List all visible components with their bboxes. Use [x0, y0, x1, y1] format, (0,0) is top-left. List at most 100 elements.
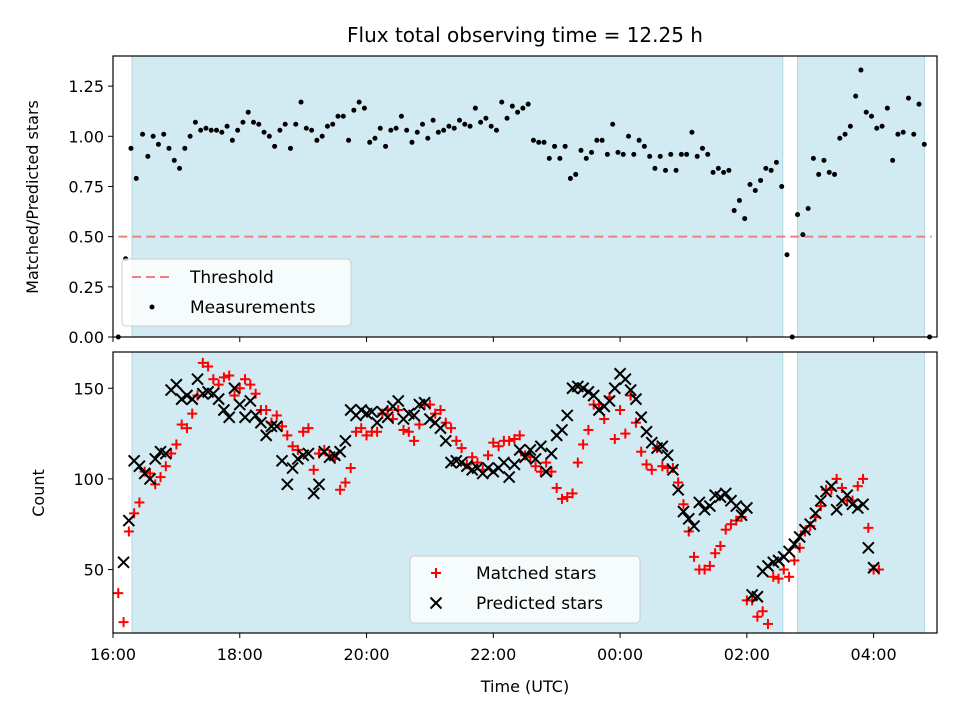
marker-stroke — [782, 545, 796, 558]
matched-star-marker — [736, 511, 747, 522]
y-tick-label: 50 — [84, 561, 104, 580]
legend-predicted-swatch — [429, 596, 443, 610]
marker-stroke — [587, 389, 600, 402]
observing-interval — [797, 351, 925, 634]
measurement-point — [647, 153, 653, 159]
marker-stroke — [856, 498, 870, 511]
measurement-point — [884, 105, 890, 111]
matched-star-marker — [704, 560, 715, 571]
measurement-point — [240, 119, 246, 125]
measurement-point — [821, 157, 827, 163]
measurement-point — [541, 139, 547, 145]
matched-star-marker — [261, 405, 272, 416]
matched-star-marker — [794, 542, 805, 553]
measurement-points — [115, 67, 933, 340]
predicted-star-marker — [302, 447, 315, 460]
marker-stroke — [228, 382, 241, 395]
measurement-point — [594, 137, 600, 143]
measurement-point — [377, 125, 383, 131]
predicted-star-marker — [576, 382, 590, 395]
legend-plus-marker — [431, 568, 441, 578]
predicted-star-marker — [455, 456, 468, 469]
predicted-star-marker — [751, 590, 764, 603]
predicted-star-marker — [735, 508, 748, 522]
measurement-point — [916, 101, 922, 107]
marker-stroke — [619, 372, 632, 386]
x-tick-label: 20:00 — [343, 645, 389, 664]
legend-threshold-label: Threshold — [189, 268, 274, 288]
measurement-point — [641, 143, 647, 149]
measurement-point — [678, 151, 684, 157]
predicted-star-marker — [497, 456, 511, 469]
measurement-point — [668, 151, 674, 157]
measurement-point — [303, 125, 309, 131]
measurement-point — [261, 129, 267, 135]
measurement-point — [816, 171, 822, 177]
predicted-star-marker — [814, 494, 828, 507]
measurement-point — [879, 123, 885, 129]
measurement-point — [911, 131, 917, 137]
predicted-star-marker — [328, 449, 342, 462]
marker-stroke — [561, 409, 574, 422]
marker-stroke — [381, 411, 394, 424]
marker-stroke — [666, 463, 680, 477]
predicted-star-marker — [339, 434, 352, 448]
measurement-point — [890, 157, 896, 163]
matched-star-marker — [393, 405, 404, 416]
measurement-point — [293, 121, 299, 127]
measurement-point — [367, 139, 373, 145]
matched-star-marker — [218, 372, 229, 383]
predicted-star-marker — [423, 412, 437, 426]
marker-stroke — [365, 405, 379, 419]
marker-stroke — [745, 588, 759, 602]
marker-stroke — [180, 389, 194, 402]
measurement-point — [192, 119, 198, 125]
predicted-star-marker — [793, 530, 806, 544]
measurement-point — [631, 151, 637, 157]
matched-star-marker — [567, 488, 578, 499]
predicted-star-marker — [481, 461, 495, 475]
marker-stroke — [751, 590, 764, 603]
matched-star-marker — [699, 564, 710, 575]
matched-star-marker — [160, 461, 171, 472]
measurement-point — [520, 105, 526, 111]
measurement-point — [573, 171, 579, 177]
matched-star-marker — [446, 423, 457, 434]
marker-stroke — [355, 403, 368, 417]
matched-star-marker — [277, 421, 288, 432]
measurement-point — [684, 151, 690, 157]
matched-star-marker — [208, 374, 219, 385]
matched-star-marker — [403, 426, 414, 437]
measurement-point — [457, 117, 463, 123]
matched-star-marker — [646, 464, 657, 475]
marker-stroke — [434, 421, 447, 435]
measurement-point — [752, 187, 758, 193]
matched-star-marker — [636, 446, 647, 457]
matched-star-marker — [572, 457, 583, 468]
predicted-star-marker — [608, 382, 622, 395]
x-tick-label: 16:00 — [90, 645, 136, 664]
x-tick-label: 18:00 — [217, 645, 263, 664]
matched-star-marker — [678, 499, 689, 510]
y-tick-label: 1.25 — [68, 77, 104, 96]
marker-stroke — [233, 398, 246, 411]
measurement-point — [356, 99, 362, 105]
marker-stroke — [518, 450, 532, 464]
predicted-star-marker — [634, 411, 648, 424]
measurement-point — [414, 129, 420, 135]
predicted-star-marker — [539, 465, 553, 478]
matched-star-marker — [123, 526, 134, 537]
predicted-star-marker — [159, 447, 173, 460]
matched-star-marker — [768, 571, 779, 582]
predicted-star-marker — [133, 460, 146, 473]
measurement-point — [826, 169, 832, 175]
measurement-point — [398, 113, 404, 119]
measurement-point — [530, 137, 536, 143]
matched-star-marker — [456, 443, 467, 454]
matched-star-marker — [689, 551, 700, 562]
matched-star-marker — [171, 439, 182, 450]
predicted-star-marker — [249, 409, 262, 422]
bottom-legend: Matched stars Predicted stars — [409, 555, 641, 624]
predicted-star-marker — [186, 392, 199, 406]
matched-star-marker — [197, 357, 208, 368]
